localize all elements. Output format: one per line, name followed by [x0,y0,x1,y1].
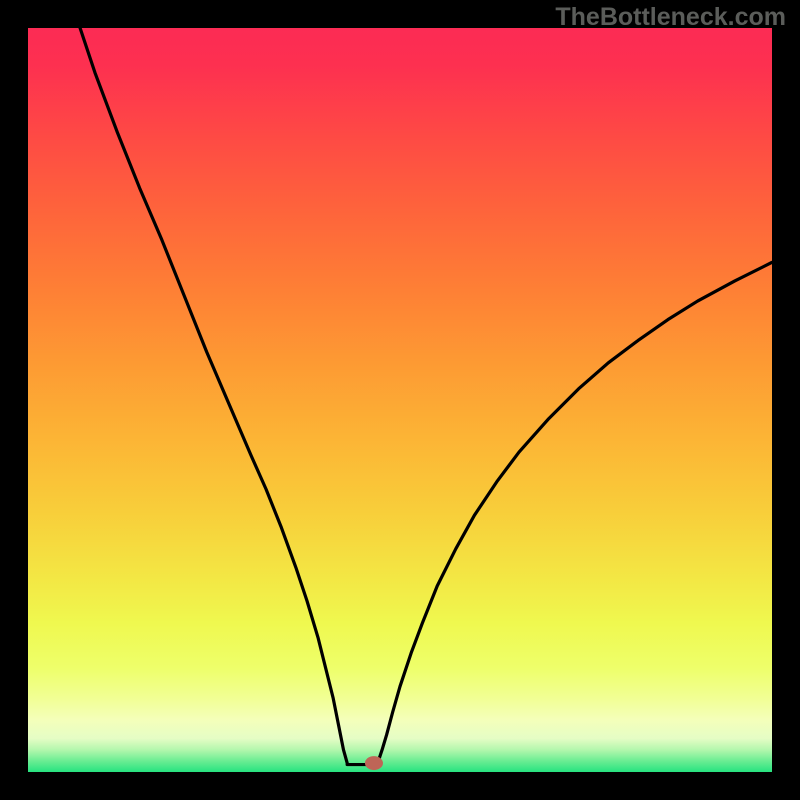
gradient-background [28,28,772,772]
watermark-text: TheBottleneck.com [555,3,786,32]
minimum-marker [365,756,383,770]
plot-svg [28,28,772,772]
plot-area [28,28,772,772]
